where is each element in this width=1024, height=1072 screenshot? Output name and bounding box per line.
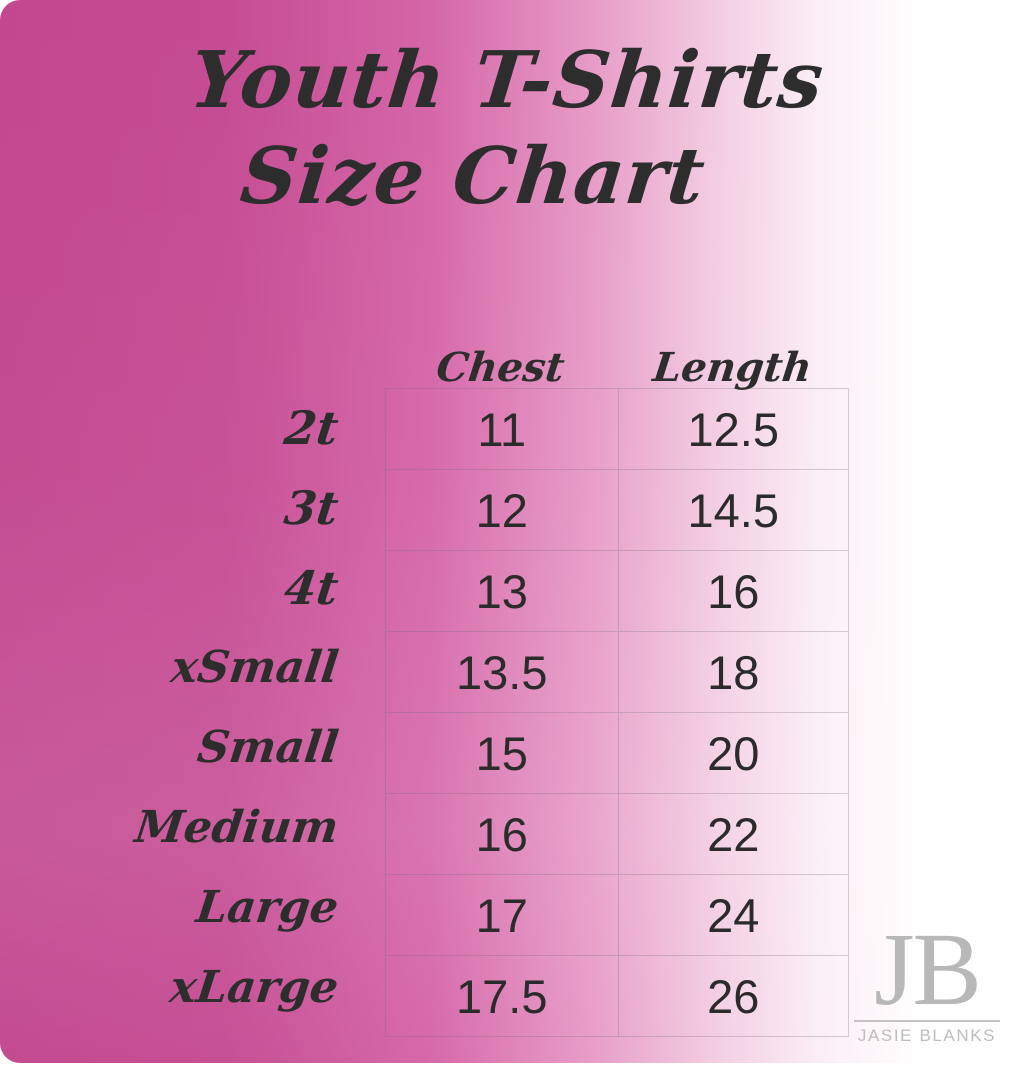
page-title: Youth T-Shirts Size Chart [0, 35, 1024, 222]
cell-length: 12.5 [687, 402, 779, 456]
cell-chest: 12 [386, 470, 619, 550]
logo-divider [854, 1020, 1000, 1022]
cell-length: 24 [707, 888, 760, 942]
cell-chest: 13 [386, 551, 619, 631]
cell-length: 18 [707, 645, 760, 699]
cell-length: 16 [707, 564, 760, 618]
column-header-chest: Chest [433, 344, 568, 391]
column-header-length: Length [650, 344, 815, 391]
size-label: Small [194, 722, 342, 773]
cell-chest: 16 [386, 794, 619, 874]
cell-chest: 17 [386, 875, 619, 955]
logo-monogram: JB [874, 912, 982, 1028]
cell-length: 22 [707, 807, 760, 861]
size-label: xSmall [168, 642, 342, 693]
table-row: 15 20 [385, 712, 849, 793]
table-column-headers: Chest Length [385, 330, 849, 391]
size-label: 3t [281, 481, 342, 535]
title-line-1: Youth T-Shirts [185, 35, 829, 126]
cell-length: 20 [707, 726, 760, 780]
table-row: 16 22 [385, 793, 849, 874]
table-row: 17 24 [385, 874, 849, 955]
size-label: xLarge [167, 962, 342, 1013]
measurements-table: 11 12.5 12 14.5 13 16 13.5 18 15 20 16 2… [385, 388, 849, 1037]
brand-logo: JB JASIE BLANKS [848, 912, 1006, 1045]
title-line-2: Size Chart [236, 130, 710, 222]
table-row: 11 12.5 [385, 388, 849, 469]
table-row: 12 14.5 [385, 469, 849, 550]
logo-brand-name: JASIE BLANKS [857, 1026, 997, 1045]
cell-chest: 11 [386, 389, 619, 469]
cell-chest: 13.5 [386, 632, 619, 712]
size-label-column: 2t 3t 4t xSmall Small Medium Large xLarg… [60, 388, 341, 1028]
size-label: 2t [281, 401, 342, 455]
cell-chest: 17.5 [386, 956, 619, 1036]
table-row: 17.5 26 [385, 955, 849, 1037]
size-label: 4t [281, 561, 342, 615]
cell-chest: 15 [386, 713, 619, 793]
cell-length: 26 [707, 969, 760, 1023]
table-row: 13.5 18 [385, 631, 849, 712]
cell-length: 14.5 [687, 483, 779, 537]
table-row: 13 16 [385, 550, 849, 631]
size-label: Large [193, 882, 342, 933]
size-label: Medium [132, 802, 342, 853]
